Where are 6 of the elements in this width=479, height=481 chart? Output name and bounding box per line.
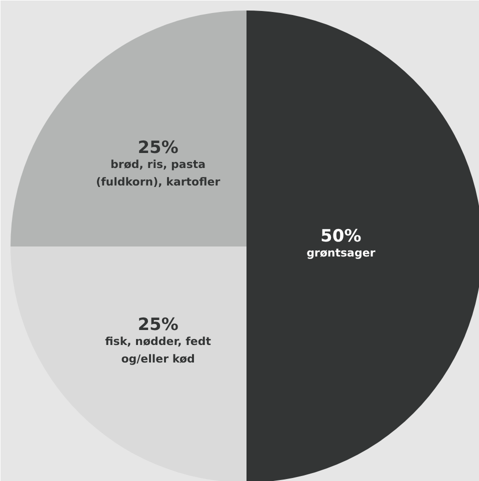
slice-label: fisk, nødder, fedt og/eller kød xyxy=(105,334,211,366)
data-label: 25% xyxy=(138,314,178,335)
data-label: 50% xyxy=(320,226,362,246)
slice-label: brød, ris, pasta (fuldkorn), kartofler xyxy=(96,158,221,189)
slice-label: grøntsager xyxy=(306,246,376,260)
data-label: 25% xyxy=(138,138,178,158)
